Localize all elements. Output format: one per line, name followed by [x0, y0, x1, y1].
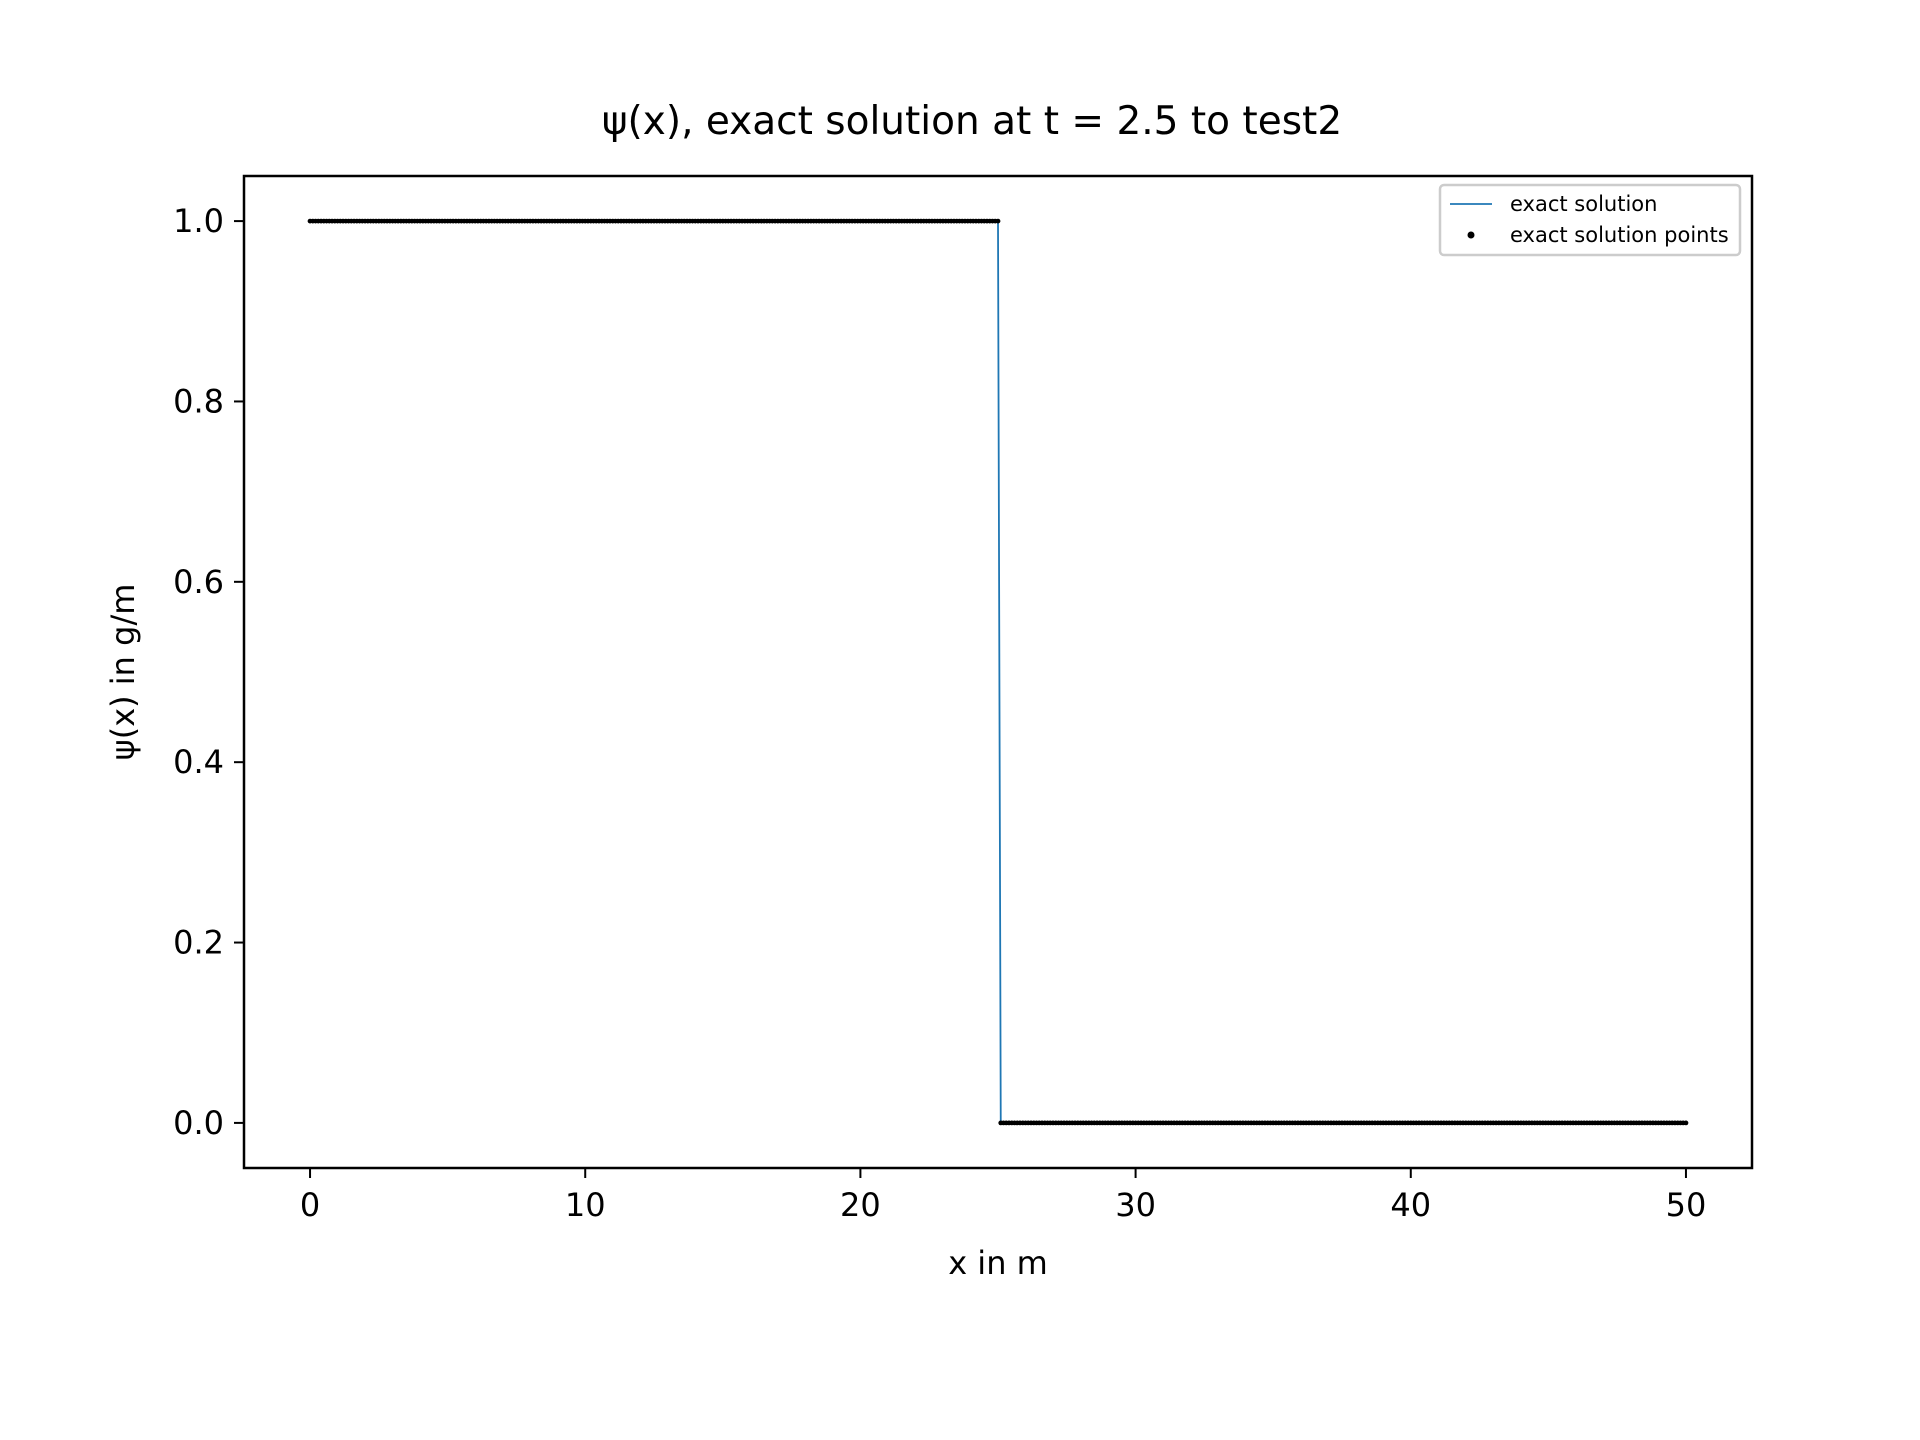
x-tick-label: 50: [1666, 1186, 1707, 1224]
y-axis-label: ψ(x) in g/m: [104, 584, 142, 761]
plot-area: [307, 218, 1689, 1126]
legend-box: [1438, 183, 1742, 257]
x-tick-label: 30: [1115, 1186, 1156, 1224]
y-axis-label-text: ψ(x) in g/m: [104, 584, 142, 761]
x-tick-label: 0: [300, 1186, 320, 1224]
y-tick-label: 0.4: [173, 743, 224, 781]
plot-frame: [242, 174, 1754, 1170]
data-point: [995, 218, 1001, 224]
legend-label-exact-solution-points: exact solution points: [1510, 223, 1729, 247]
x-tick-label: 20: [840, 1186, 881, 1224]
x-axis-ticks: 0 10 20 30 40 50: [300, 1168, 1706, 1224]
data-point: [1683, 1120, 1689, 1126]
x-tick-label: 10: [565, 1186, 606, 1224]
y-tick-label: 0.8: [173, 382, 224, 420]
legend-dot-swatch: [1467, 231, 1475, 239]
y-tick-label: 0.6: [173, 563, 224, 601]
series-line-exact-solution: [310, 220, 1686, 1124]
y-axis-ticks: 0.0 0.2 0.4 0.6 0.8 1.0: [173, 202, 244, 1142]
x-axis-label: x in m: [948, 1244, 1048, 1282]
legend: exact solution exact solution points: [1438, 183, 1742, 257]
legend-label-exact-solution: exact solution: [1510, 192, 1657, 216]
chart-title: ψ(x), exact solution at t = 2.5 to test2: [602, 99, 1342, 144]
y-tick-label: 1.0: [173, 202, 224, 240]
y-tick-label: 0.2: [173, 924, 224, 962]
y-tick-label: 0.0: [173, 1104, 224, 1142]
x-tick-label: 40: [1390, 1186, 1431, 1224]
